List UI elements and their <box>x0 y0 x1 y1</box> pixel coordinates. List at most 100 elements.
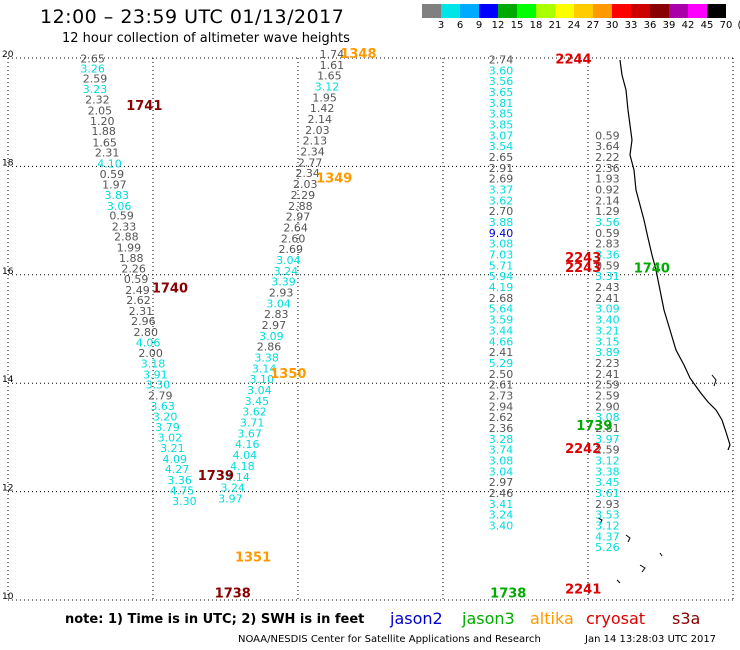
wave-height-value: 3.08 <box>595 411 620 424</box>
wave-height-value: 1.88 <box>119 252 144 265</box>
orbit-number-label: 1738 <box>215 586 251 601</box>
wave-height-value: 2.65 <box>80 52 105 65</box>
wave-height-value: 2.62 <box>489 411 514 424</box>
wave-height-value: 3.04 <box>266 297 291 310</box>
wave-height-value: 3.10 <box>250 373 275 386</box>
wave-height-value: 3.12 <box>595 520 620 533</box>
wave-height-value: 0.59 <box>595 129 620 142</box>
wave-height-value: 2.69 <box>279 243 304 256</box>
orbit-number-label: 1739 <box>198 469 234 484</box>
orbit-number-label: 1739 <box>576 419 612 434</box>
wave-height-value: 2.46 <box>489 487 514 500</box>
coast-island <box>659 552 663 557</box>
altimeter-map: 606366697275101214161820 2.653.262.593.2… <box>2 47 734 602</box>
color-scale-label: 6 <box>456 20 464 31</box>
orbit-number-label: 2243 <box>565 251 601 266</box>
wave-height-value: 2.86 <box>257 341 282 354</box>
wave-height-value: 1.20 <box>90 115 115 128</box>
wave-height-value: 0.59 <box>100 168 125 181</box>
color-scale-swatch <box>441 4 460 18</box>
wave-height-value: 3.60 <box>489 64 514 77</box>
lat-tick-label: 12 <box>2 484 13 494</box>
orbit-number-label: 1738 <box>490 586 526 601</box>
lat-tick-label: 10 <box>2 592 14 602</box>
wave-height-value: 0.59 <box>109 210 134 223</box>
wave-height-value: 3.62 <box>489 194 514 207</box>
wave-height-value: 5.29 <box>489 357 514 370</box>
wave-height-value: 2.03 <box>305 124 330 137</box>
wave-height-value: 2.32 <box>85 94 110 107</box>
wave-height-value: 3.18 <box>141 357 166 370</box>
wave-height-value: 2.59 <box>595 444 620 457</box>
orbit-number-label: 1348 <box>340 47 376 62</box>
page-title: 12:00 – 23:59 UTC 01/13/2017 <box>40 6 345 28</box>
color-scale-swatch <box>422 4 441 18</box>
wave-height-value: 2.29 <box>291 189 316 202</box>
wave-height-value: 3.06 <box>107 200 132 213</box>
wave-height-value: 2.69 <box>489 173 514 186</box>
wave-height-value: 2.83 <box>595 238 620 251</box>
wave-height-value: 2.50 <box>489 368 514 381</box>
wave-height-value: 1.29 <box>595 205 620 218</box>
wave-height-value: 2.97 <box>262 319 287 332</box>
wave-height-value: 2.91 <box>489 162 514 175</box>
wave-height-value: 2.13 <box>303 135 328 148</box>
wave-height-value: 2.62 <box>126 294 151 307</box>
track-jason3-pass: 0.593.642.222.361.930.922.141.293.560.59… <box>595 129 620 554</box>
wave-height-value: 3.40 <box>489 520 514 533</box>
wave-height-value: 1.99 <box>117 241 142 254</box>
coast-island <box>711 374 717 387</box>
wave-height-value: 2.36 <box>595 162 620 175</box>
color-scale-label: 27 <box>586 20 600 31</box>
orbit-number-label: 2243 <box>565 261 601 276</box>
wave-height-value: 2.81 <box>595 422 620 435</box>
wave-height-value: 3.67 <box>237 427 262 440</box>
footnote: note: 1) Time is in UTC; 2) SWH is in fe… <box>65 612 365 627</box>
color-scale-label: 33 <box>624 20 638 31</box>
wave-height-value: 3.45 <box>245 395 270 408</box>
wave-height-value: 2.26 <box>121 263 146 276</box>
wave-height-value: 3.24 <box>274 265 299 278</box>
color-scale-label: 42 <box>681 20 695 31</box>
wave-height-value: 2.22 <box>595 151 620 164</box>
wave-height-value: 2.31 <box>95 147 120 160</box>
wave-height-value: 2.59 <box>595 389 620 402</box>
wave-height-value: 5.94 <box>489 270 514 283</box>
orbit-number-label: 1350 <box>270 367 306 382</box>
color-scale-label: (ft) <box>735 20 740 31</box>
wave-height-value: 2.88 <box>114 231 139 244</box>
wave-height-value: 3.20 <box>153 411 178 424</box>
orbit-number-label: 2244 <box>555 52 591 67</box>
wave-height-value: 2.90 <box>595 400 620 413</box>
wave-height-value: 5.64 <box>489 303 514 316</box>
color-scale-label: 9 <box>475 20 483 31</box>
color-scale-swatch <box>669 4 688 18</box>
color-scale-swatch <box>612 4 631 18</box>
wave-height-value: 3.97 <box>218 492 243 505</box>
wave-height-value: 2.68 <box>489 292 514 305</box>
satellite-legend-jason3: jason3 <box>462 609 515 628</box>
wave-height-value: 1.65 <box>317 70 342 83</box>
color-scale-label: 18 <box>529 20 543 31</box>
wave-height-value: 4.75 <box>170 484 195 497</box>
wave-height-value: 3.38 <box>254 352 279 365</box>
wave-height-value: 2.05 <box>88 104 113 117</box>
track-altika-pass: 1.741.611.653.121.951.422.142.032.132.34… <box>218 48 344 505</box>
wave-height-value: 3.15 <box>595 335 620 348</box>
wave-height-value: 2.41 <box>595 368 620 381</box>
wave-height-value: 3.45 <box>595 476 620 489</box>
wave-height-value: 9.40 <box>489 227 514 240</box>
track-s3a-pass-A: 2.653.262.593.232.322.051.201.881.652.31… <box>80 52 196 508</box>
page-subtitle: 12 hour collection of altimeter wave hei… <box>62 31 350 46</box>
color-scale-label: 24 <box>567 20 581 31</box>
color-scale-label: 70 <box>719 20 733 31</box>
wave-height-value: 3.83 <box>105 189 130 202</box>
orbit-number-label: 2241 <box>565 582 601 597</box>
wave-height-value: 2.03 <box>293 178 318 191</box>
lat-lon-grid: 606366697275101214161820 <box>2 50 734 602</box>
wave-height-value: 3.31 <box>595 270 620 283</box>
orbit-number-label: 1740 <box>634 262 670 277</box>
orbit-number-label: 2242 <box>565 442 601 457</box>
color-scale-swatch <box>593 4 612 18</box>
wave-height-value: 3.91 <box>143 368 168 381</box>
